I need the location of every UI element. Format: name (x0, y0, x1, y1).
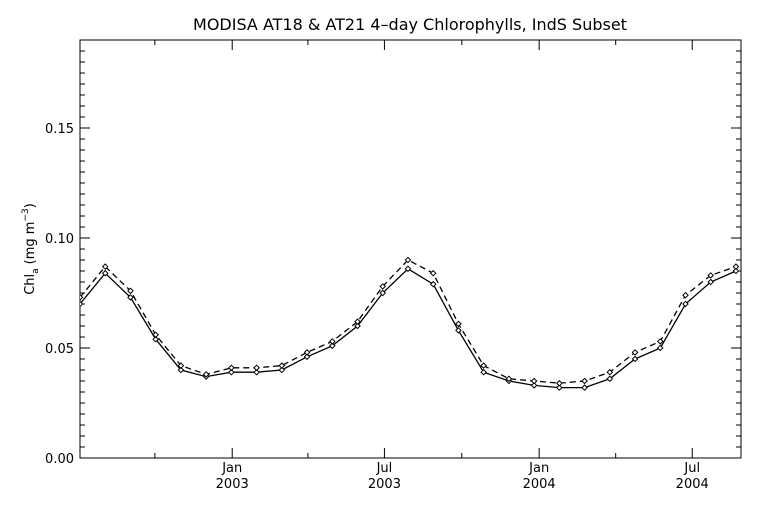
data-point-dashed (328, 338, 336, 345)
data-point-solid (581, 384, 588, 391)
data-point-dashed (303, 349, 311, 356)
data-point-solid (228, 368, 235, 376)
data-point-dashed (253, 364, 260, 372)
data-point-solid (379, 289, 387, 297)
x-tick-label-month: Jan (528, 461, 549, 476)
y-axis: 0.00 0.05 0.10 0.15 (45, 39, 741, 467)
data-point-solid (480, 368, 487, 376)
x-tick-label-month: Jul (683, 461, 700, 476)
x-tick-label-year: 2003 (368, 477, 401, 492)
data-point-solid (404, 265, 412, 273)
data-point-dashed (80, 294, 84, 301)
data-point-dashed (379, 283, 387, 290)
data-point-dashed (530, 377, 538, 385)
series-layer (80, 256, 740, 391)
data-point-solid (682, 300, 689, 308)
data-point-dashed (480, 362, 487, 369)
data-point-solid (354, 322, 361, 330)
data-point-solid (732, 267, 740, 275)
data-point-solid (455, 327, 462, 334)
data-point-dashed (707, 272, 715, 279)
y-axis-label-subscript: a (31, 268, 41, 274)
data-point-solid (530, 382, 538, 389)
y-tick-label: 0.15 (45, 122, 74, 137)
data-point-solid (253, 368, 260, 376)
data-point-solid (707, 278, 715, 286)
data-point-dashed (177, 362, 185, 369)
data-point-dashed (631, 349, 639, 356)
data-point-solid (429, 280, 437, 288)
x-tick-label-month: Jul (376, 461, 393, 476)
y-axis-label-units-close: ) (23, 203, 38, 208)
plot-frame (79, 39, 742, 459)
data-point-dashed (656, 338, 664, 345)
data-point-dashed (228, 364, 235, 372)
y-axis-label-units: (mg m (23, 222, 38, 265)
data-point-dashed (682, 291, 689, 299)
data-point-dashed (606, 368, 614, 376)
x-tick-label-year: 2003 (216, 477, 249, 492)
data-point-solid (328, 342, 336, 350)
y-axis-label-main: Chl (23, 274, 38, 295)
data-point-dashed (202, 371, 210, 378)
data-point-solid (177, 366, 185, 374)
y-tick-label: 0.10 (45, 232, 74, 247)
data-point-solid (152, 335, 159, 343)
data-point-dashed (732, 263, 740, 270)
data-point-solid (631, 355, 639, 363)
data-point-solid (80, 300, 84, 308)
y-tick-label: 0.00 (45, 452, 74, 467)
data-point-dashed (404, 256, 412, 264)
data-point-dashed (455, 320, 462, 328)
chart-title: MODISA AT18 & AT21 4–day Chlorophylls, I… (193, 15, 627, 34)
data-point-dashed (127, 287, 134, 295)
y-axis-label-units-sup: −3 (21, 208, 31, 221)
x-tick-label-year: 2004 (523, 477, 556, 492)
data-point-dashed (278, 362, 286, 369)
data-point-dashed (556, 379, 563, 387)
data-point-dashed (354, 318, 361, 325)
x-tick-label-month: Jan (221, 461, 242, 476)
data-point-dashed (152, 331, 159, 339)
data-point-solid (127, 294, 134, 301)
data-point-solid (656, 344, 664, 352)
data-point-solid (556, 384, 563, 391)
y-axis-label: Chla (mg m−3) (21, 203, 41, 295)
data-point-dashed (581, 377, 588, 385)
series-line-dashed (80, 259, 737, 384)
y-tick-label: 0.05 (45, 342, 74, 357)
data-point-solid (606, 375, 614, 383)
data-point-dashed (505, 375, 513, 383)
data-point-solid (303, 353, 311, 361)
x-tick-label-year: 2004 (676, 477, 709, 492)
data-point-solid (278, 366, 286, 374)
data-point-dashed (429, 269, 437, 277)
data-point-solid (101, 269, 109, 277)
data-point-dashed (101, 263, 109, 270)
